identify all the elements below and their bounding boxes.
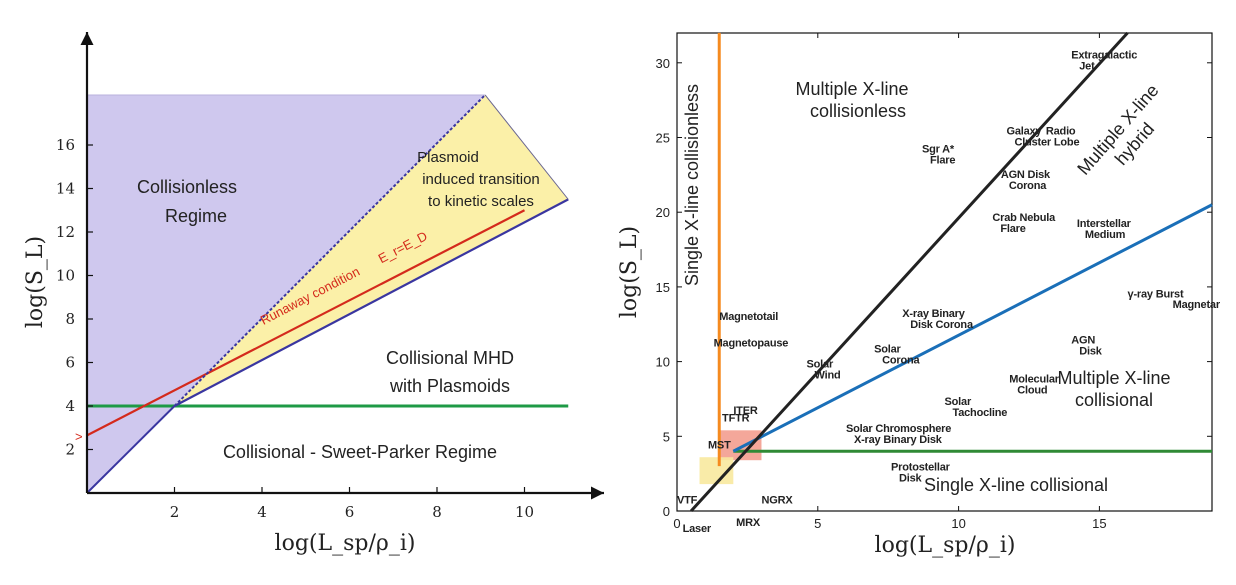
right-y-tick-label: 20 bbox=[656, 205, 670, 220]
runaway-marker: > bbox=[75, 429, 83, 444]
region-label-single-collisionless: Single X-line collisionless bbox=[682, 84, 702, 286]
left-y-tick-label: 10 bbox=[56, 267, 75, 285]
object-label: Interstellar Medium bbox=[1077, 218, 1132, 241]
right-plot-frame bbox=[676, 32, 1213, 512]
region-label-single-collisional: Single X-line collisional bbox=[924, 475, 1108, 495]
region-label-collisional-2: collisional bbox=[1075, 390, 1153, 410]
right-x-tick-label: 5 bbox=[814, 516, 821, 531]
transition-label-1: Plasmoid bbox=[417, 149, 479, 166]
object-label: Crab Nebula Flare bbox=[992, 212, 1056, 235]
transition-label-2: induced transition bbox=[422, 171, 540, 188]
left-y-tick-label: 4 bbox=[65, 397, 75, 415]
object-label: AGN Disk Corona bbox=[1001, 169, 1051, 192]
object-label: Extragalactic Jet bbox=[1071, 49, 1137, 72]
right-x-tick-label: 10 bbox=[951, 516, 965, 531]
collisionless-boundary-dotted bbox=[173, 94, 486, 407]
object-label: Solar Corona bbox=[874, 344, 920, 367]
object-label: Galaxy Cluster bbox=[1006, 126, 1051, 149]
object-label: Molecular Cloud bbox=[1009, 374, 1059, 397]
sweet-parker-label: Collisional - Sweet-Parker Regime bbox=[223, 442, 497, 462]
right-y-axis-title: log(S_L) bbox=[617, 226, 642, 318]
object-label: TFTR bbox=[722, 412, 750, 424]
right-x-tick-label: 0 bbox=[673, 516, 680, 531]
object-label: ITER bbox=[733, 405, 758, 417]
transition-label-3: to kinetic scales bbox=[428, 193, 534, 210]
object-label: Protostellar Disk bbox=[891, 462, 951, 485]
left-x-tick-label: 2 bbox=[170, 503, 180, 521]
object-label: Magnetopause bbox=[714, 338, 789, 350]
left-y-tick-label: 8 bbox=[65, 310, 75, 328]
object-label: Solar Chromosphere X-ray Binary Disk bbox=[846, 423, 951, 446]
collisional-boundary-line bbox=[173, 198, 569, 407]
left-x-tick-label: 10 bbox=[515, 503, 534, 521]
object-label: AGN Disk bbox=[1071, 335, 1103, 358]
object-label: Radio Lobe bbox=[1046, 126, 1080, 149]
right-y-tick-label: 5 bbox=[663, 429, 670, 444]
object-label: Magnetar bbox=[1173, 299, 1221, 311]
region-label-collisional-1: Multiple X-line bbox=[1057, 368, 1170, 388]
left-x-tick-label: 6 bbox=[345, 503, 355, 521]
collisionless-boundary-line bbox=[689, 31, 1129, 513]
left-x-axis-title: log(L_sp/ρ_i) bbox=[275, 531, 416, 556]
left-y-tick-label: 12 bbox=[56, 223, 75, 241]
object-label: X-ray Binary Disk Corona bbox=[902, 308, 974, 331]
left-y-tick-label: 14 bbox=[56, 180, 75, 198]
mhd-plasmoids-label-1: Collisional MHD bbox=[386, 348, 514, 368]
object-label: MRX bbox=[736, 517, 761, 529]
left-y-tick-label: 6 bbox=[65, 354, 75, 372]
collisionless-label-1: Collisionless bbox=[137, 177, 237, 197]
object-label: Laser bbox=[683, 523, 712, 535]
right-x-axis-title: log(L_sp/ρ_i) bbox=[875, 533, 1016, 558]
transition-right-edge bbox=[484, 94, 569, 200]
plasmoid-transition-region bbox=[174, 94, 569, 406]
left-y-tick-label: 2 bbox=[65, 441, 75, 459]
collisionless-label-2: Regime bbox=[165, 206, 227, 226]
object-label: γ-ray Burst bbox=[1128, 288, 1184, 300]
region-label-collisionless-2: collisionless bbox=[810, 101, 906, 121]
left-y-axis-title: log(S_L) bbox=[23, 236, 48, 328]
object-label: Magnetotail bbox=[719, 311, 778, 323]
left-ticks: 2 4 6 8 10 2 4 6 8 10 12 14 16 bbox=[56, 136, 534, 521]
mhd-plasmoids-label-2: with Plasmoids bbox=[389, 376, 510, 396]
right-y-tick-label: 0 bbox=[663, 504, 670, 519]
object-label: NGRX bbox=[761, 495, 793, 507]
left-x-tick-label: 8 bbox=[432, 503, 442, 521]
region-label-collisionless-1: Multiple X-line bbox=[795, 79, 908, 99]
runaway-condition-line bbox=[86, 209, 526, 437]
left-x-tick-label: 4 bbox=[257, 503, 267, 521]
right-y-tick-label: 15 bbox=[656, 280, 670, 295]
right-chart: 0 5 10 15 0 5 10 15 20 25 30 Extragalactic Jet Galax… bbox=[617, 31, 1221, 558]
right-x-tick-label: 15 bbox=[1092, 516, 1106, 531]
object-label: Solar Tachocline bbox=[945, 396, 1008, 419]
right-y-tick-label: 30 bbox=[656, 56, 670, 71]
multiple-xline-collisional-line bbox=[732, 203, 1213, 453]
object-label: VTF bbox=[677, 495, 698, 507]
right-ticks: 0 5 10 15 0 5 10 15 20 25 30 bbox=[656, 33, 1212, 531]
object-label: Solar Wind bbox=[807, 359, 841, 382]
object-label: MST bbox=[708, 439, 731, 451]
right-y-tick-label: 10 bbox=[656, 355, 670, 370]
collisionless-boundary-lower bbox=[86, 405, 176, 494]
right-y-tick-label: 25 bbox=[656, 131, 670, 146]
object-label: Sgr A* Flare bbox=[922, 143, 955, 166]
left-y-tick-label: 16 bbox=[56, 136, 75, 154]
